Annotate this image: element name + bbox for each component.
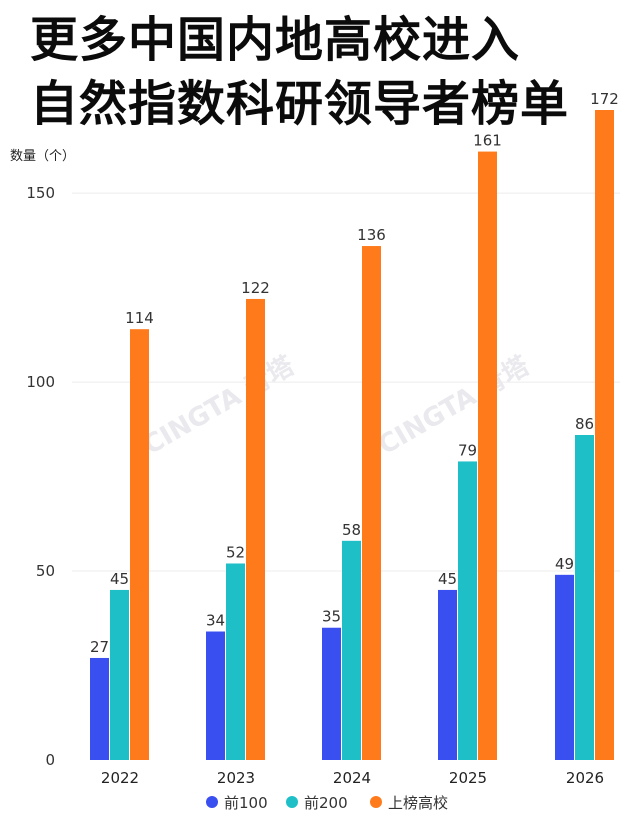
data-label: 114 [125, 309, 154, 327]
watermark-text: CINGTA 青塔 [374, 350, 536, 461]
data-label: 35 [322, 608, 341, 626]
bar-top200-2025 [458, 461, 477, 760]
title-line-1: 更多中国内地高校进入 [30, 12, 521, 68]
bar-top100-2023 [206, 631, 225, 760]
bar-listed-2026 [595, 110, 614, 760]
legend-marker [370, 796, 382, 808]
legend-marker [206, 796, 218, 808]
watermark-text: CINGTA 青塔 [139, 350, 301, 461]
data-label: 52 [226, 543, 245, 561]
data-label: 58 [342, 521, 361, 539]
bar-top100-2025 [438, 589, 457, 760]
bar-listed-2024 [362, 246, 381, 760]
bar-listed-2025 [478, 151, 497, 760]
bar-top100-2024 [322, 627, 341, 760]
data-label: 172 [590, 90, 619, 108]
y-tick-label: 0 [45, 751, 55, 769]
legend-label: 上榜高校 [388, 794, 448, 812]
data-label: 45 [110, 570, 129, 588]
x-tick-label: 2026 [566, 769, 604, 787]
data-label: 45 [438, 570, 457, 588]
data-label: 49 [555, 555, 574, 573]
chart-title: 更多中国内地高校进入 自然指数科研领导者榜单 [30, 8, 630, 136]
y-tick-label: 100 [26, 373, 55, 391]
x-tick-label: 2024 [333, 769, 371, 787]
legend-marker [286, 796, 298, 808]
bar-listed-2022 [130, 329, 149, 760]
bar-top200-2023 [226, 563, 245, 760]
bar-top100-2026 [555, 574, 574, 760]
data-label: 161 [473, 132, 502, 150]
title-line-2: 自然指数科研领导者榜单 [30, 76, 570, 132]
legend-label: 前100 [224, 794, 268, 812]
data-label: 34 [206, 612, 225, 630]
data-label: 27 [90, 638, 109, 656]
data-label: 79 [458, 441, 477, 459]
data-label: 136 [357, 226, 386, 244]
data-label: 122 [241, 279, 270, 297]
bar-top200-2022 [110, 589, 129, 760]
bar-top100-2022 [90, 657, 109, 760]
bar-top200-2026 [575, 435, 594, 760]
data-label: 86 [575, 415, 594, 433]
x-tick-label: 2023 [217, 769, 255, 787]
legend-label: 前200 [304, 794, 348, 812]
y-tick-label: 150 [26, 184, 55, 202]
bar-top200-2024 [342, 540, 361, 760]
x-tick-label: 2022 [101, 769, 139, 787]
y-tick-label: 50 [36, 562, 55, 580]
x-tick-label: 2025 [449, 769, 487, 787]
bar-listed-2023 [246, 298, 265, 760]
y-axis-label: 数量（个） [10, 149, 75, 164]
